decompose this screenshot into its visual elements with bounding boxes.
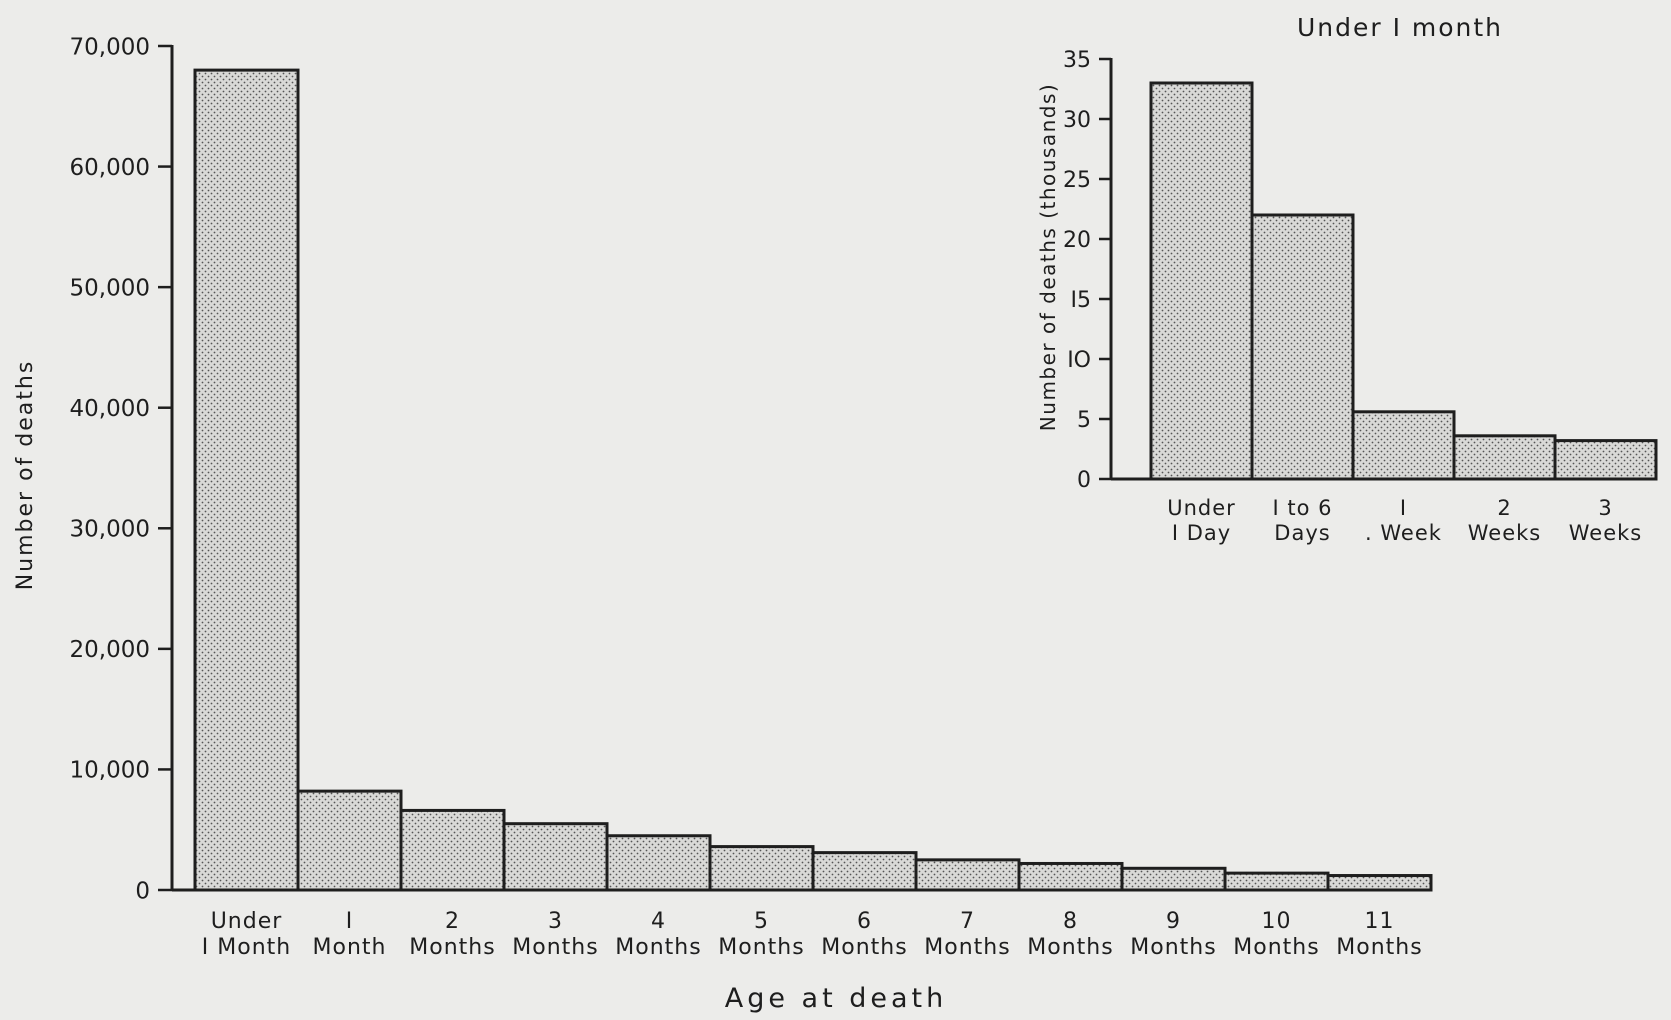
- main-y-tick-label: 60,000: [70, 155, 150, 181]
- main-x-tick-label: 5 Months: [718, 909, 804, 960]
- inset-bar-2: [1250, 213, 1355, 481]
- inset-x-tick-label: I to 6 Days: [1273, 496, 1333, 545]
- inset-axes: [1109, 58, 1656, 481]
- main-x-tick-label: I Month: [313, 909, 387, 960]
- inset-chart: Under I month 0 5 IO I5 20 25 30 35 Under I Day I…: [1036, 13, 1658, 545]
- main-x-tick-label: 8 Months: [1027, 909, 1113, 960]
- inset-y-tick-label: 30: [1063, 108, 1091, 133]
- main-bar-6: [708, 845, 815, 892]
- inset-y-tick-label: 20: [1063, 228, 1091, 253]
- inset-bars: [1149, 81, 1658, 481]
- main-bar-11: [1223, 871, 1330, 892]
- main-bar-2: [296, 789, 403, 892]
- inset-y-tick-label: 5: [1077, 408, 1091, 433]
- inset-chart-title: Under I month: [1297, 13, 1503, 42]
- main-x-tick-label: 7 Months: [924, 909, 1010, 960]
- inset-y-tick-label: 0: [1077, 468, 1091, 493]
- inset-x-ticks: Under I Day I to 6 Days I. Week 2 Weeks 3 Weeks: [1167, 496, 1642, 545]
- main-chart: 0 10,000 20,000 30,000 40,000 50,000 60,000 70,…: [13, 34, 1433, 1014]
- inset-x-tick-label: I. Week: [1365, 496, 1442, 545]
- inset-bar-5: [1553, 439, 1658, 481]
- main-bar-8: [914, 858, 1021, 892]
- main-bar-7: [811, 851, 918, 892]
- inset-y-axis-label: Number of deaths (thousands): [1036, 83, 1060, 431]
- inset-y-tick-label: IO: [1067, 348, 1091, 373]
- main-x-axis-label: Age at death: [725, 983, 948, 1014]
- main-bar-4: [502, 822, 609, 892]
- inset-y-tick-label: I5: [1071, 288, 1092, 313]
- inset-y-tick-label: 25: [1063, 168, 1091, 193]
- main-y-tick-label: 0: [135, 878, 150, 904]
- main-y-tick-label: 30,000: [70, 517, 150, 543]
- main-bars: [193, 68, 1433, 892]
- inset-bar-1: [1149, 81, 1254, 481]
- main-x-tick-label: 3 Months: [512, 909, 598, 960]
- main-bar-3: [399, 808, 506, 892]
- inset-x-tick-label: 3 Weeks: [1569, 496, 1642, 545]
- main-x-ticks: Under I Month I Month 2 Months 3 Months 4 Months 5…: [202, 909, 1422, 960]
- main-bar-5: [605, 834, 712, 892]
- main-bar-9: [1017, 861, 1124, 892]
- main-x-tick-label: Under I Month: [202, 909, 291, 960]
- main-bar-1: [193, 68, 300, 892]
- main-axes: [170, 45, 1431, 892]
- main-bar-10: [1120, 866, 1227, 892]
- inset-bar-4: [1452, 434, 1557, 481]
- inset-y-ticks: 0 5 IO I5 20 25 30 35: [1063, 48, 1111, 493]
- main-x-tick-label: 9 Months: [1130, 909, 1216, 960]
- main-y-ticks: 0 10,000 20,000 30,000 40,000 50,000 60,000 70,…: [70, 34, 172, 904]
- main-x-tick-label: 10 Months: [1233, 909, 1319, 960]
- main-y-tick-label: 70,000: [70, 34, 150, 60]
- main-bar-12: [1326, 874, 1433, 892]
- main-x-tick-label: 4 Months: [615, 909, 701, 960]
- main-y-tick-label: 10,000: [70, 758, 150, 784]
- inset-y-tick-label: 35: [1063, 48, 1091, 73]
- main-x-tick-label: 11 Months: [1336, 909, 1422, 960]
- main-x-tick-label: 6 Months: [821, 909, 907, 960]
- inset-bar-3: [1351, 410, 1456, 481]
- main-y-tick-label: 50,000: [70, 275, 150, 301]
- main-y-tick-label: 40,000: [70, 396, 150, 422]
- main-x-tick-label: 2 Months: [409, 909, 495, 960]
- main-y-axis-label: Number of deaths: [13, 360, 38, 591]
- main-y-tick-label: 20,000: [70, 637, 150, 663]
- inset-x-tick-label: 2 Weeks: [1468, 496, 1541, 545]
- inset-x-tick-label: Under I Day: [1167, 496, 1236, 545]
